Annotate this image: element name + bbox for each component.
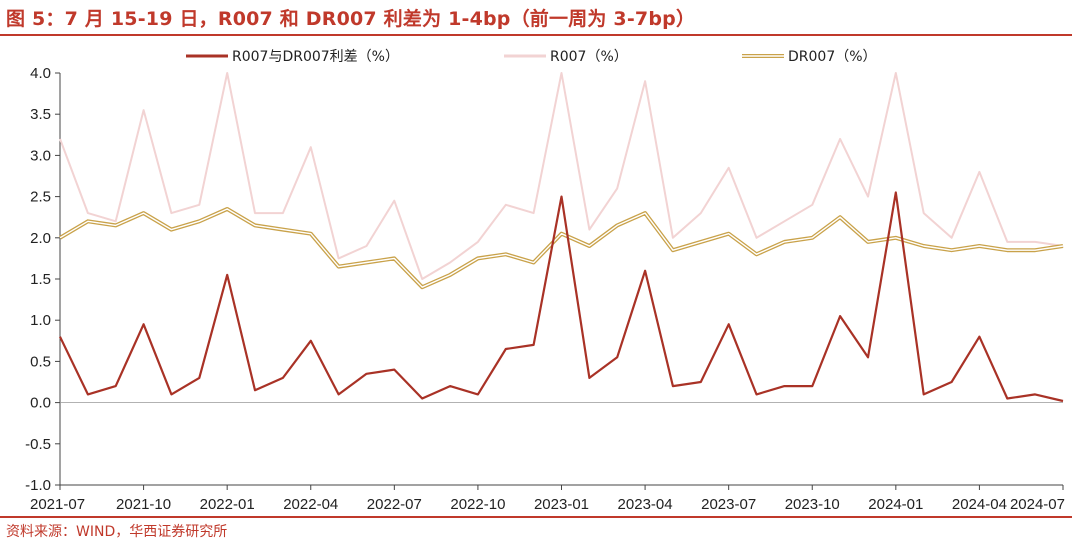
legend-dr007-label: DR007（%）: [788, 49, 877, 65]
x-tick-label: 2022-07: [367, 496, 422, 513]
x-tick-label: 2023-10: [785, 496, 840, 513]
series-dr007-outer: [58, 207, 1064, 290]
x-tick-label: 2022-01: [200, 496, 255, 513]
legend-spread-label: R007与DR007利差（%）: [232, 49, 399, 65]
y-tick-label: 0.5: [30, 353, 51, 370]
x-tick-label: 2024-01: [868, 496, 923, 513]
series-spread-line: [59, 191, 1064, 403]
y-tick-label: 3.0: [30, 147, 51, 164]
x-tick-label: 2023-04: [618, 496, 673, 513]
series-dr007-inner: [59, 208, 1064, 288]
y-tick-label: -1.0: [25, 477, 51, 494]
line-chart: R007与DR007利差（%） R007（%） DR007（%） 4.0 3.5 3.0…: [25, 49, 1065, 513]
legend: R007与DR007利差（%） R007（%） DR007（%）: [186, 49, 877, 65]
series-layer: [58, 72, 1064, 403]
axes: 4.0 3.5 3.0 2.5 2.0 1.5 1.0 0.5 0.0 -0.5 -1.0 2021-…: [25, 65, 1065, 513]
x-tick-label: 2023-07: [701, 496, 756, 513]
x-tick-label: 2024-07: [1010, 496, 1065, 513]
y-tick-label: 1.0: [30, 312, 51, 329]
legend-r007-label: R007（%）: [550, 49, 628, 65]
y-tick-label: -0.5: [25, 436, 51, 453]
source-note: 资料来源：WIND，华西证券研究所: [6, 524, 228, 540]
x-tick-label: 2024-04: [952, 496, 1007, 513]
series-r007-line: [59, 72, 1064, 280]
y-tick-label: 2.0: [30, 230, 51, 247]
y-tick-label: 2.5: [30, 189, 51, 206]
x-tick-label: 2021-10: [116, 496, 171, 513]
source-rule: [0, 516, 1072, 518]
x-tick-label: 2022-04: [283, 496, 338, 513]
title-rule: [0, 34, 1072, 36]
y-tick-label: 4.0: [30, 65, 51, 82]
x-tick-label: 2022-10: [450, 496, 505, 513]
x-tick-label: 2021-07: [30, 496, 85, 513]
chart-title: 图 5：7 月 15-19 日，R007 和 DR007 利差为 1-4bp（前…: [6, 8, 696, 30]
x-tick-label: 2023-01: [534, 496, 589, 513]
y-tick-label: 3.5: [30, 106, 51, 123]
y-tick-label: 0.0: [30, 395, 51, 412]
y-tick-label: 1.5: [30, 271, 51, 288]
